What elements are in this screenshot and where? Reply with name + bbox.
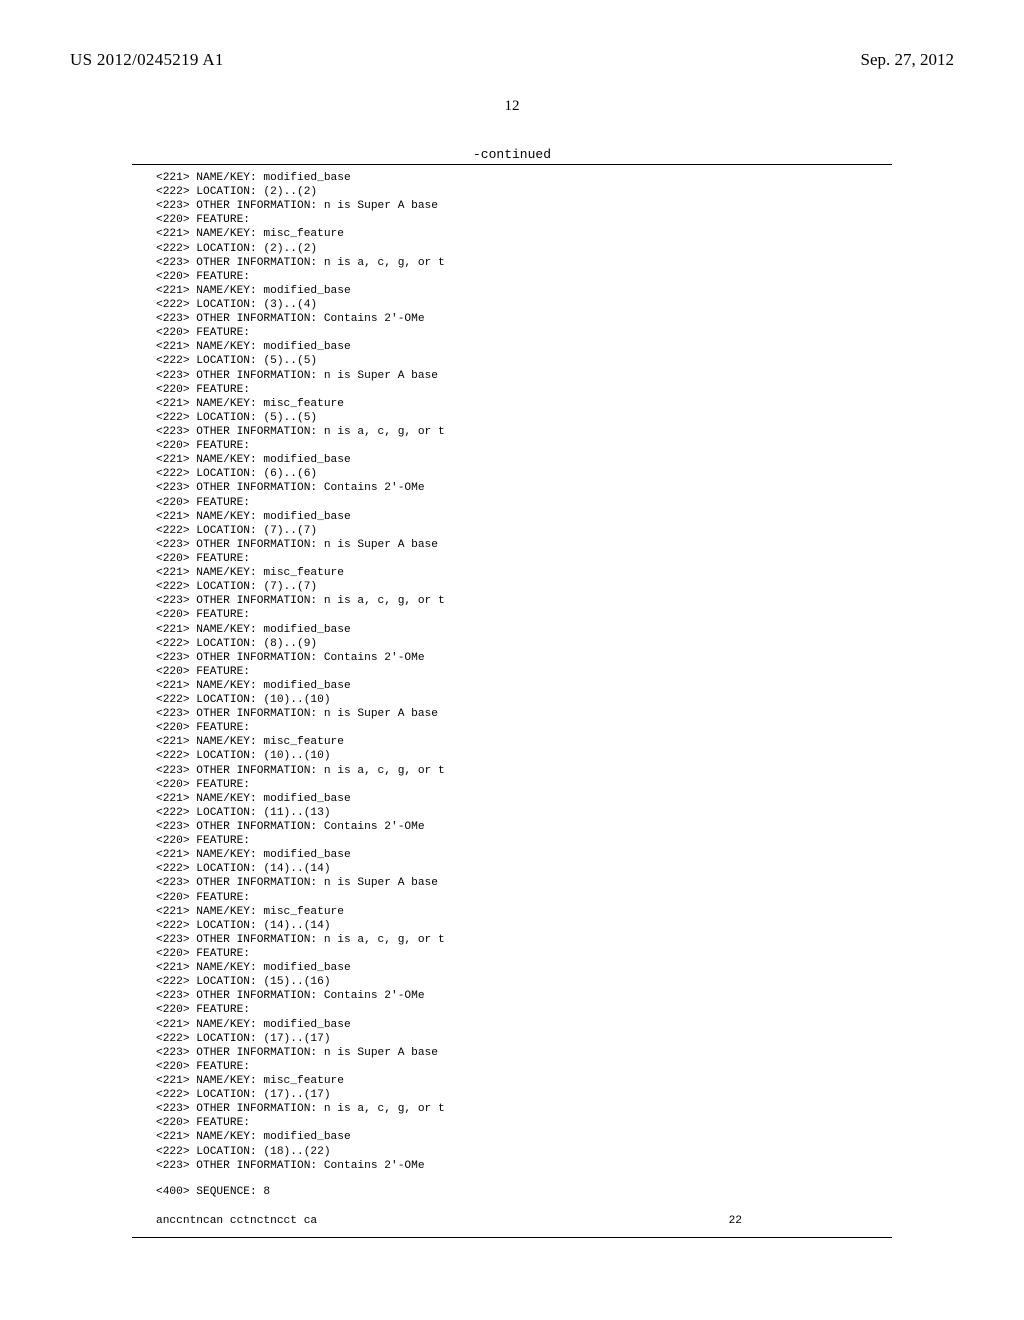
sequence-listing-block: -continued <221> NAME/KEY: modified_base… — [132, 147, 892, 1238]
publication-number: US 2012/0245219 A1 — [70, 50, 224, 70]
rule-bottom — [132, 1237, 892, 1238]
sequence-row: anccntncan cctnctncct ca 22 — [132, 1205, 892, 1227]
page-header: US 2012/0245219 A1 Sep. 27, 2012 — [70, 50, 954, 70]
continued-label: -continued — [132, 147, 892, 162]
publication-date: Sep. 27, 2012 — [861, 50, 955, 70]
page: US 2012/0245219 A1 Sep. 27, 2012 12 -con… — [0, 0, 1024, 1320]
sequence-header-line: <400> SEQUENCE: 8 — [132, 1179, 892, 1205]
sequence-string: anccntncan cctnctncct ca — [156, 1215, 317, 1227]
sequence-length: 22 — [729, 1215, 892, 1227]
sequence-feature-lines: <221> NAME/KEY: modified_base <222> LOCA… — [132, 165, 892, 1179]
page-number: 12 — [70, 98, 954, 115]
